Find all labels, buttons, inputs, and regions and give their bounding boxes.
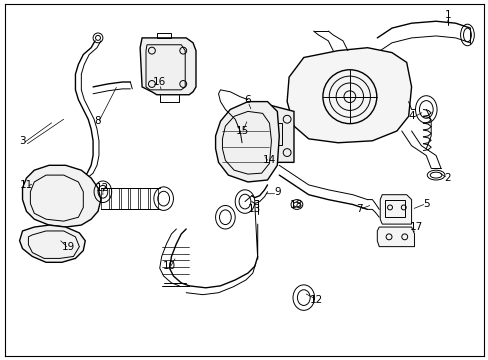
- Text: 12: 12: [309, 294, 323, 305]
- Text: 19: 19: [62, 242, 75, 252]
- Polygon shape: [20, 225, 85, 262]
- Text: 11: 11: [20, 180, 33, 190]
- Text: 16: 16: [153, 77, 166, 87]
- Text: 2: 2: [444, 173, 450, 183]
- Polygon shape: [22, 165, 101, 227]
- Polygon shape: [377, 227, 414, 247]
- Text: 12: 12: [96, 183, 109, 193]
- Text: 17: 17: [409, 222, 422, 232]
- Text: 13: 13: [247, 204, 261, 215]
- Polygon shape: [380, 195, 411, 224]
- Polygon shape: [215, 102, 279, 182]
- Text: 10: 10: [163, 261, 176, 271]
- Text: 7: 7: [356, 204, 362, 215]
- Text: 6: 6: [244, 95, 251, 105]
- Text: 15: 15: [235, 126, 248, 136]
- Text: 3: 3: [19, 136, 26, 146]
- Text: 5: 5: [422, 198, 429, 208]
- Bar: [385, 199, 404, 217]
- Text: 1: 1: [444, 10, 450, 21]
- Text: 8: 8: [95, 116, 101, 126]
- Text: 14: 14: [263, 156, 276, 165]
- Polygon shape: [244, 105, 293, 162]
- Text: 4: 4: [407, 111, 414, 121]
- Bar: [256, 123, 282, 145]
- Polygon shape: [286, 48, 411, 143]
- Text: 9: 9: [273, 187, 280, 197]
- Text: 18: 18: [290, 201, 303, 211]
- Polygon shape: [140, 38, 196, 95]
